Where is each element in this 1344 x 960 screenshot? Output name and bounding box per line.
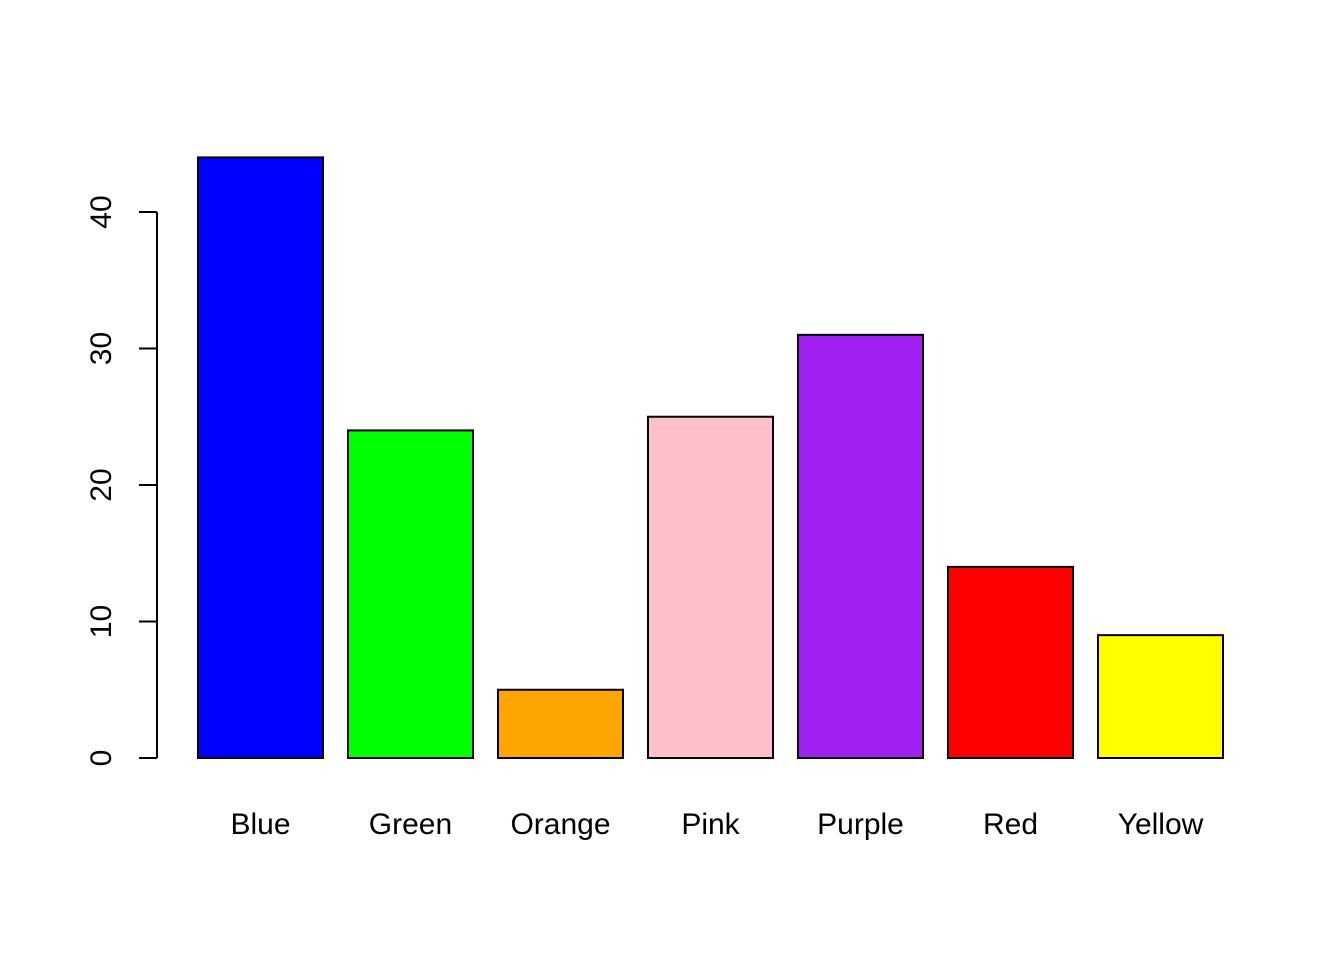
bar-blue (197, 156, 324, 759)
x-tick-label-yellow: Yellow (1118, 808, 1204, 841)
y-tick-label-20: 20 (85, 468, 118, 501)
bar-orange (497, 688, 624, 759)
bar-green (347, 429, 474, 759)
y-tick-label-10: 10 (85, 605, 118, 638)
y-tick-label-30: 30 (85, 332, 118, 365)
x-tick-label-blue: Blue (230, 808, 290, 841)
x-tick-label-green: Green (369, 808, 452, 841)
x-tick-label-red: Red (983, 808, 1038, 841)
x-tick-label-purple: Purple (817, 808, 904, 841)
y-tick-label-40: 40 (85, 195, 118, 228)
x-tick-label-orange: Orange (510, 808, 610, 841)
x-axis-labels: Blue Green Orange Pink Purple Red Yellow (230, 808, 1203, 841)
bar-purple (797, 333, 924, 759)
bar-yellow (1097, 634, 1224, 760)
bar-pink (647, 415, 774, 759)
x-tick-label-pink: Pink (681, 808, 740, 841)
y-axis: 0 10 20 30 40 (85, 195, 158, 767)
bar-red (947, 565, 1074, 760)
y-tick-label-0: 0 (85, 750, 118, 767)
bars-layer (197, 156, 1224, 760)
